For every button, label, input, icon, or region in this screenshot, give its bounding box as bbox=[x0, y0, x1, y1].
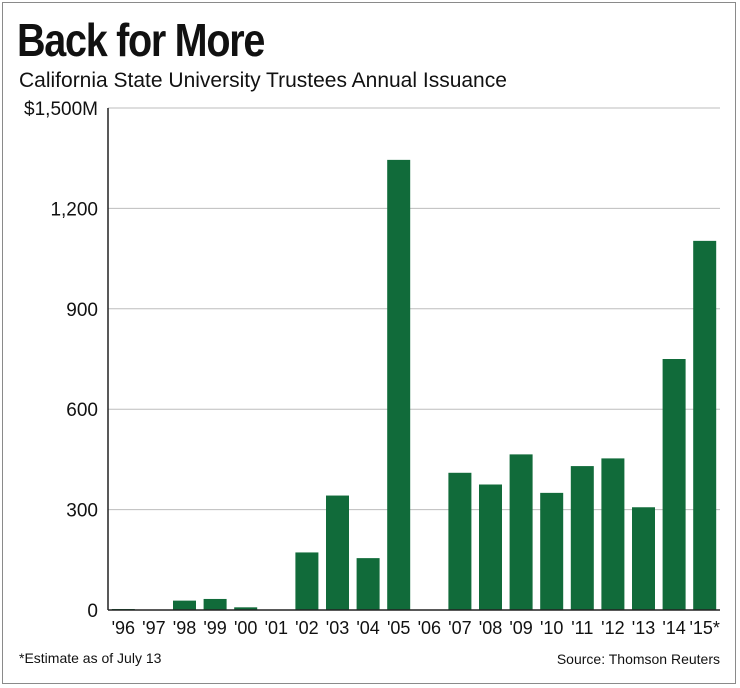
bar bbox=[601, 458, 625, 610]
y-tick-label: $1,500M bbox=[24, 99, 98, 120]
y-tick-label: 900 bbox=[66, 300, 98, 321]
y-tick-labels: 0 300 600 900 1,200 $1,500M bbox=[24, 99, 98, 622]
axes bbox=[107, 108, 720, 611]
bar bbox=[356, 558, 380, 610]
x-tick-label: '04 bbox=[356, 618, 379, 638]
x-tick-label: '98 bbox=[173, 618, 196, 638]
x-tick-label: '14 bbox=[662, 618, 685, 638]
chart-title: Back for More bbox=[17, 14, 265, 66]
x-tick-label: '11 bbox=[571, 618, 593, 638]
y-tick-label: 0 bbox=[87, 601, 98, 622]
bar bbox=[693, 240, 717, 610]
footnote: *Estimate as of July 13 bbox=[19, 650, 162, 666]
y-tick-label: 600 bbox=[66, 400, 98, 421]
x-tick-label: '03 bbox=[326, 618, 349, 638]
bar bbox=[570, 466, 594, 610]
chart-subtitle: California State University Trustees Ann… bbox=[19, 69, 507, 92]
bar bbox=[632, 507, 655, 610]
bar bbox=[509, 454, 533, 610]
x-tick-label: '02 bbox=[295, 618, 318, 638]
bar bbox=[448, 472, 472, 610]
bar bbox=[387, 159, 411, 610]
x-tick-label: '00 bbox=[234, 618, 257, 638]
x-tick-label: '01 bbox=[265, 618, 288, 638]
x-tick-labels: '96 '97 '98 '99 '00 '01 '02 '03 '04 '05 '06 '07 '08 '… bbox=[112, 618, 720, 638]
x-tick-label: '13 bbox=[632, 618, 655, 638]
bars bbox=[111, 159, 717, 610]
x-tick-label: '06 bbox=[418, 618, 441, 638]
x-tick-label: '08 bbox=[479, 618, 502, 638]
x-tick-label: '97 bbox=[142, 618, 165, 638]
x-tick-label: '96 bbox=[112, 618, 135, 638]
bar bbox=[662, 359, 686, 610]
x-tick-label: '10 bbox=[540, 618, 563, 638]
x-tick-label: '12 bbox=[601, 618, 624, 638]
y-tick-label: 1,200 bbox=[50, 199, 98, 220]
x-tick-label: '07 bbox=[448, 618, 471, 638]
x-tick-label: '09 bbox=[509, 618, 532, 638]
x-tick-label: '99 bbox=[203, 618, 226, 638]
gridlines bbox=[108, 107, 720, 511]
bar bbox=[479, 484, 502, 610]
bar bbox=[326, 495, 349, 610]
bar bbox=[540, 492, 564, 610]
bar bbox=[295, 552, 319, 610]
x-tick-label: '05 bbox=[387, 618, 410, 638]
y-tick-label: 300 bbox=[66, 501, 98, 522]
bar bbox=[173, 600, 196, 610]
bar bbox=[203, 598, 227, 610]
source-note: Source: Thomson Reuters bbox=[556, 651, 720, 667]
bar bbox=[234, 607, 258, 610]
x-tick-label: '15* bbox=[689, 618, 719, 638]
